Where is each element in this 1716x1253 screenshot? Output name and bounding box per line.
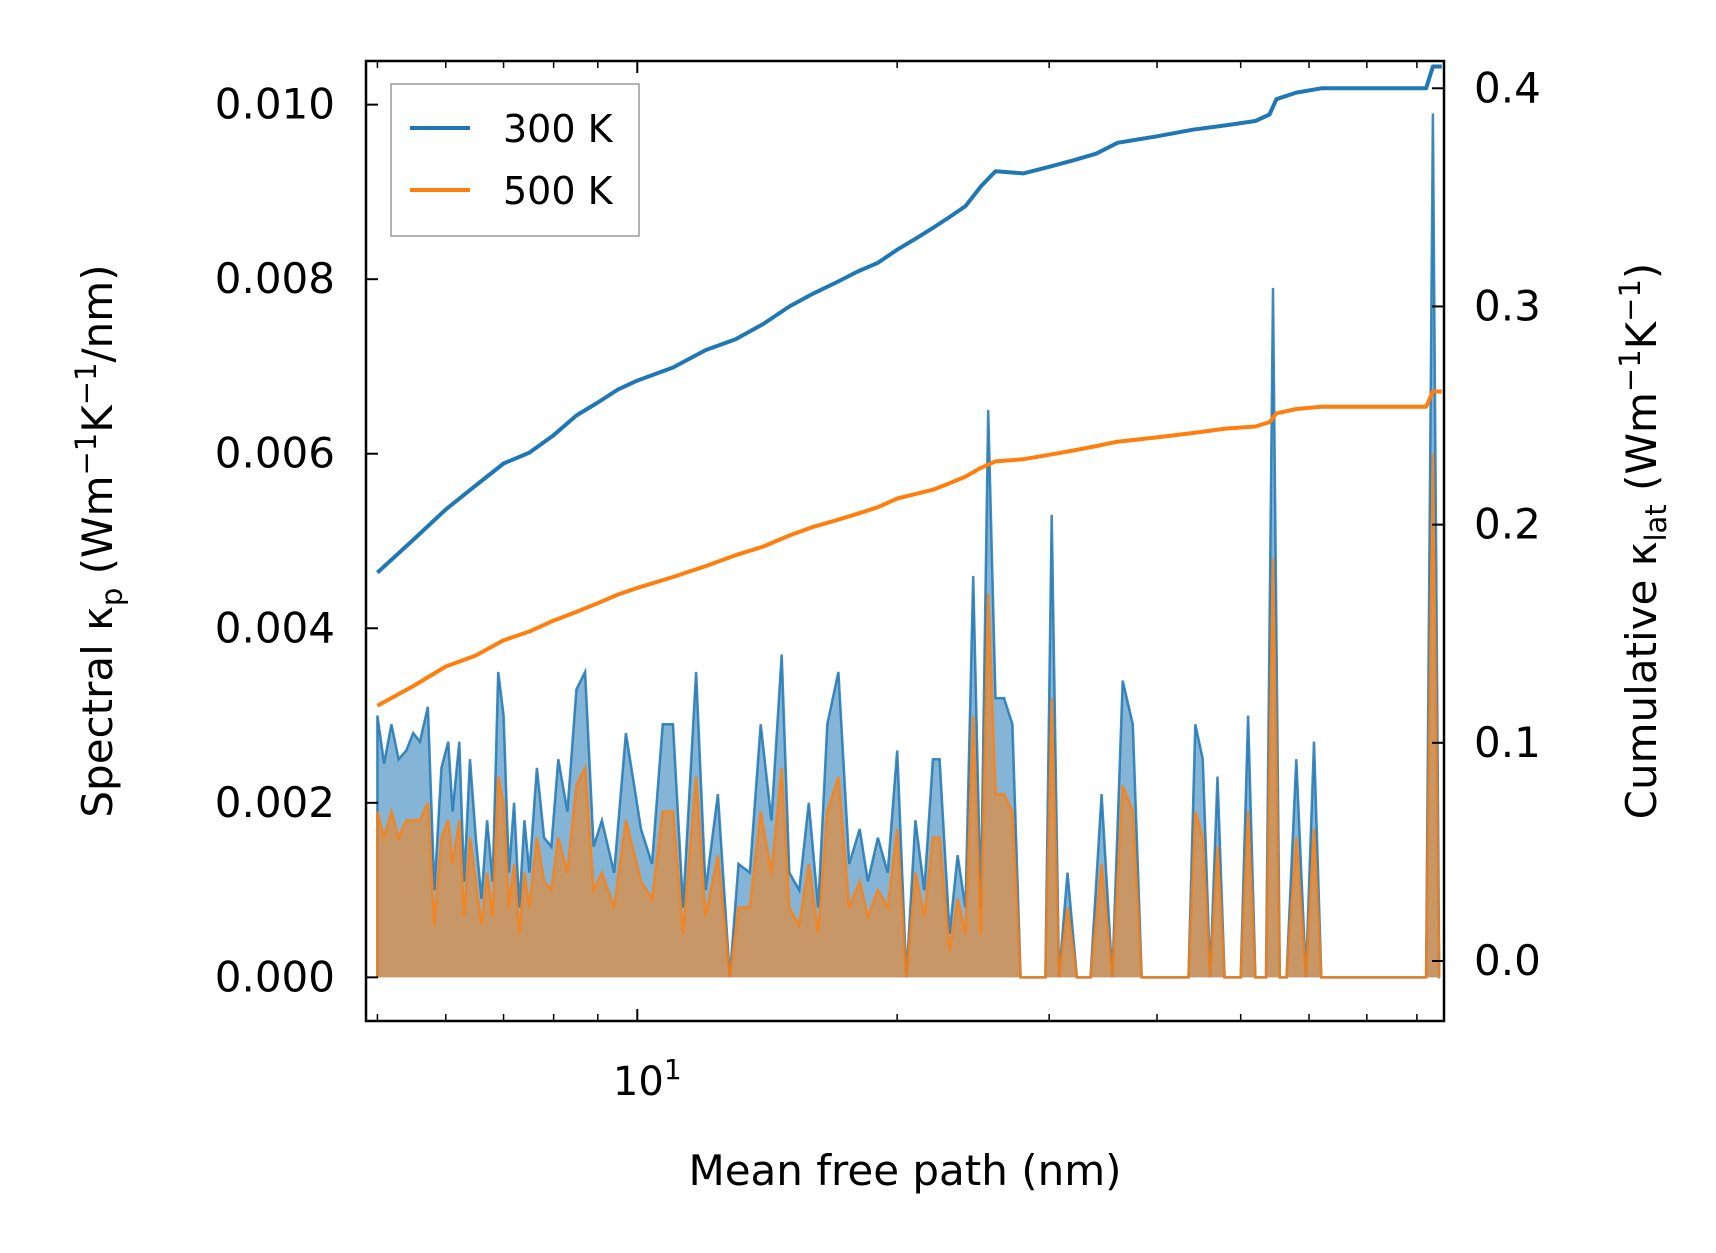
legend: 300 K 500 K	[390, 83, 640, 237]
y-right-tick-label: 0.1	[1474, 718, 1541, 767]
legend-label-500k: 500 K	[503, 169, 614, 213]
legend-label-300k: 300 K	[503, 107, 614, 151]
y-right-tick-label: 0.2	[1474, 500, 1541, 549]
spectral-line-300k	[376, 113, 1441, 979]
y-left-tick-label: 0.008	[215, 254, 335, 303]
y-right-tick-label: 0.3	[1474, 281, 1541, 330]
plot-frame	[364, 59, 1446, 1023]
x-tick-label-10: 101	[613, 1053, 682, 1105]
spectral-lines	[376, 113, 1441, 979]
spectral-fill-500k	[377, 453, 1440, 978]
y-right-tick-label: 0.0	[1474, 936, 1541, 985]
y-right-tick-labels: 0.0 0.1 0.2 0.3 0.4	[1474, 63, 1541, 985]
spectral-fills	[377, 113, 1440, 978]
cumulative-line-500k	[376, 389, 1442, 708]
cumulative-lines	[376, 64, 1442, 708]
y-left-tick-label: 0.002	[215, 778, 335, 827]
cumulative-line-300k	[376, 64, 1442, 575]
y-left-tick-labels: 0.000 0.002 0.004 0.006 0.008 0.010	[215, 80, 335, 1002]
y-left-tick-label: 0.000	[215, 952, 335, 1001]
y-left-tick-label: 0.004	[215, 603, 335, 652]
y-left-tick-label: 0.006	[215, 429, 335, 478]
y-right-tick-label: 0.4	[1474, 63, 1541, 112]
y-left-axis-label: Spectral κp (Wm−1K−1/nm)	[69, 264, 129, 817]
legend-box	[390, 83, 640, 237]
spectral-fill-300k	[377, 113, 1440, 978]
y-left-tick-label: 0.010	[215, 80, 335, 129]
y-right-axis-label: Cumulative κlat (Wm−1K−1)	[1613, 263, 1673, 820]
spectral-line-500k	[376, 453, 1441, 979]
axis-ticks	[366, 61, 1444, 1021]
x-axis-label: Mean free path (nm)	[688, 1146, 1121, 1195]
